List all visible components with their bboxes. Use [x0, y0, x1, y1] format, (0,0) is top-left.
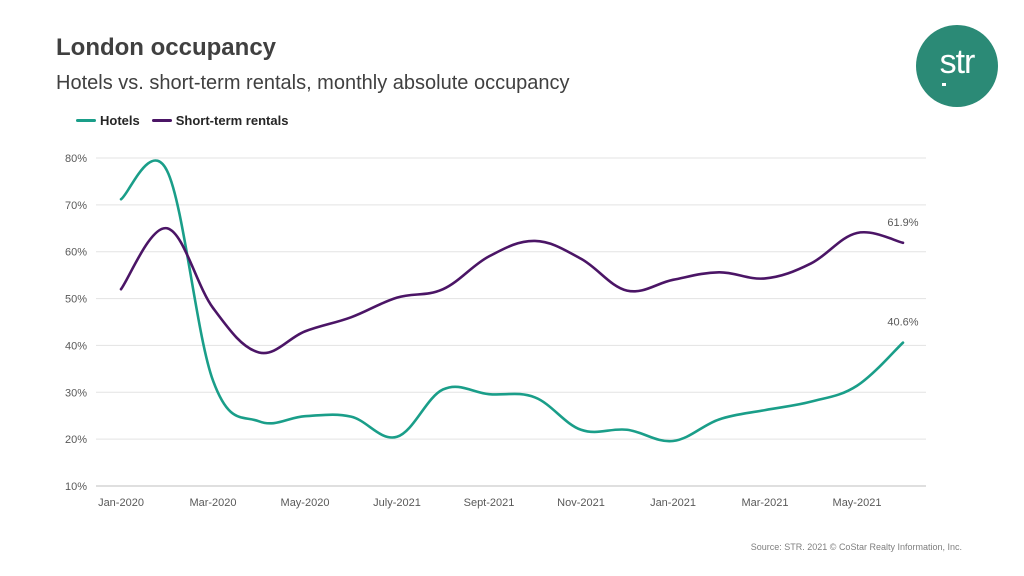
x-tick-label: Sept-2021	[464, 497, 515, 509]
x-tick-label: Jan-2021	[650, 497, 696, 509]
x-tick-label: Nov-2021	[557, 497, 605, 509]
legend-swatch-short-term-rentals	[151, 119, 172, 122]
x-tick-label: Mar-2021	[741, 497, 788, 509]
y-tick-label: 40%	[65, 340, 87, 352]
y-tick-label: 60%	[65, 247, 87, 259]
series-line-hotels	[119, 159, 905, 443]
x-tick-label: July-2021	[373, 497, 421, 509]
legend-item-short-term-rentals: Short-term rentals	[151, 113, 289, 128]
end-label-short-term-rentals: 61.9%	[887, 217, 918, 229]
series-line-short-term-rentals	[119, 226, 905, 355]
x-tick-label: May-2020	[281, 497, 330, 509]
y-tick-label: 10%	[65, 481, 87, 493]
legend-swatch-hotels	[76, 119, 96, 122]
y-tick-label: 80%	[65, 153, 87, 165]
y-tick-label: 70%	[65, 200, 87, 212]
source-note: Source: STR. 2021 © CoStar Realty Inform…	[750, 542, 962, 552]
chart-legend: Hotels Short-term rentals	[76, 113, 288, 128]
end-label-hotels: 40.6%	[887, 317, 918, 329]
legend-label-short-term-rentals: Short-term rentals	[175, 113, 289, 128]
x-tick-label: May-2021	[833, 497, 882, 509]
legend-item-hotels: Hotels	[76, 113, 140, 128]
y-tick-label: 20%	[65, 434, 87, 446]
legend-label-hotels: Hotels	[100, 113, 140, 128]
chart-title: London occupancy	[56, 34, 277, 61]
chart-subtitle: Hotels vs. short-term rentals, monthly a…	[56, 72, 570, 94]
y-tick-label: 30%	[65, 387, 87, 399]
x-tick-label: Jan-2020	[98, 497, 144, 509]
logo-text: str	[939, 42, 975, 86]
y-tick-label: 50%	[65, 294, 87, 306]
x-tick-label: Mar-2020	[189, 497, 236, 509]
str-logo: str	[916, 25, 998, 107]
